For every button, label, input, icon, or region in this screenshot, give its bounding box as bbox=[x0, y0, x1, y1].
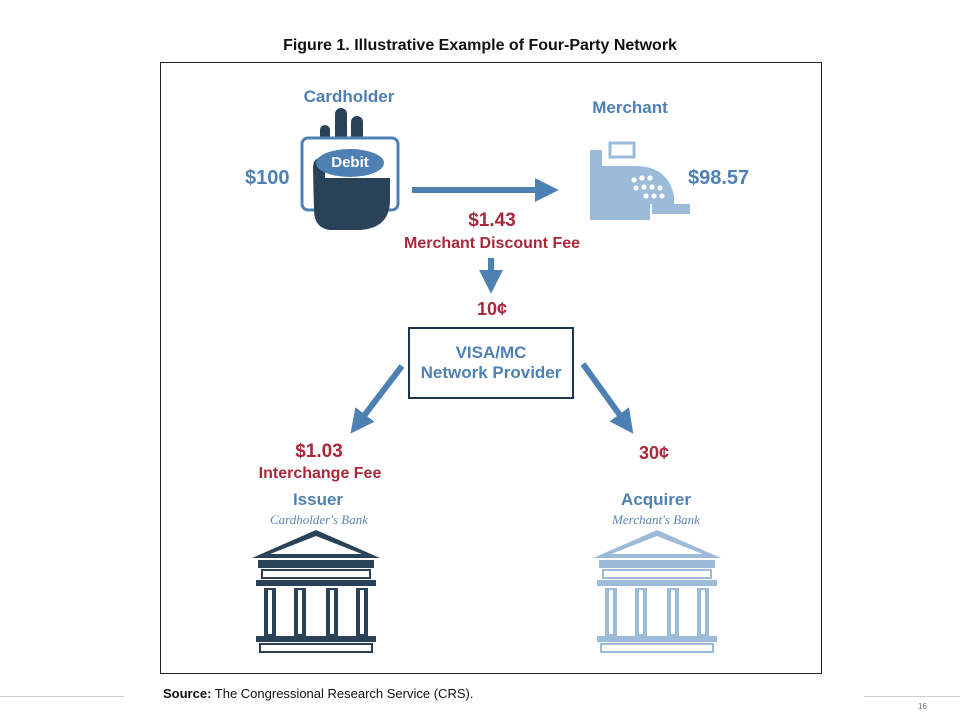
cardholder-label: Cardholder bbox=[303, 87, 395, 106]
arrow-to-issuer bbox=[350, 364, 405, 434]
source-text: The Congressional Research Service (CRS)… bbox=[211, 686, 474, 701]
issuer-label: Issuer bbox=[292, 490, 344, 509]
hand-holding-card-icon bbox=[300, 108, 400, 230]
source-note: Source: The Congressional Research Servi… bbox=[163, 686, 473, 701]
interchange-fee-label: Interchange Fee bbox=[258, 465, 382, 482]
merchant-label: Merchant bbox=[592, 98, 668, 117]
issuer-bank-icon bbox=[252, 530, 380, 653]
card-text: Debit bbox=[331, 154, 369, 171]
source-prefix: Source: bbox=[163, 686, 212, 701]
issuer-sublabel: Cardholder's Bank bbox=[270, 512, 368, 527]
acquirer-label: Acquirer bbox=[621, 490, 691, 509]
network-provider-box: VISA/MC Network Provider bbox=[408, 327, 574, 399]
acquirer-bank-icon bbox=[593, 530, 721, 653]
cardholder-amount: $100 bbox=[245, 167, 290, 189]
merchant-amount: $98.57 bbox=[688, 167, 750, 189]
interchange-fee-amount: $1.03 bbox=[295, 441, 343, 462]
figure-title: Figure 1. Illustrative Example of Four-P… bbox=[283, 37, 677, 54]
acquirer-fee: 30¢ bbox=[638, 443, 670, 463]
page-number: 16 bbox=[918, 702, 927, 711]
merchant-fee-label: Merchant Discount Fee bbox=[403, 235, 581, 252]
network-name: VISA/MC bbox=[455, 343, 527, 362]
network-fee: 10¢ bbox=[476, 299, 508, 319]
arrow-to-acquirer bbox=[580, 362, 634, 434]
merchant-fee-amount: $1.43 bbox=[468, 210, 516, 231]
footer-rule-right bbox=[864, 696, 960, 697]
diagram-frame bbox=[160, 62, 822, 674]
network-role: Network Provider bbox=[420, 363, 562, 382]
acquirer-sublabel: Merchant's Bank bbox=[612, 512, 700, 527]
footer-rule-left bbox=[0, 696, 124, 697]
cash-register-icon bbox=[590, 141, 690, 220]
